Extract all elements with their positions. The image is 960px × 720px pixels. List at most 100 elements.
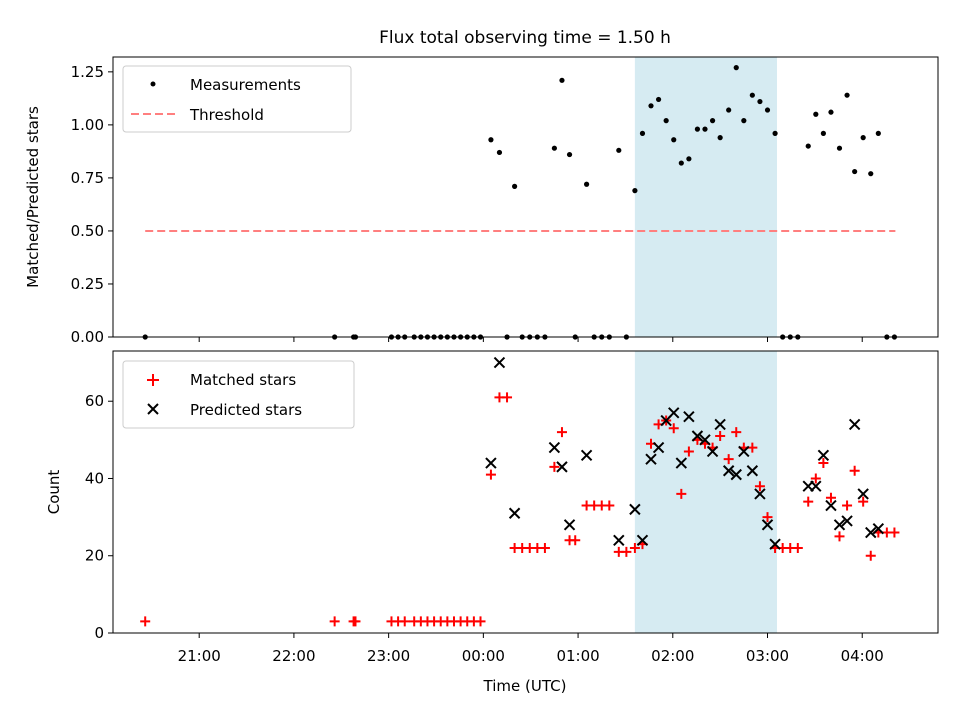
measurement-point [844,92,850,98]
measurement-point [702,126,708,132]
matched-star-point [858,496,869,507]
top-highlight-span [634,57,777,337]
predicted-star-point [865,526,877,539]
bottom-x-tick-label: 00:00 [462,647,505,665]
measurement-point [648,103,654,109]
predicted-star-point [833,519,846,531]
bottom-x-tick-label: 22:00 [272,647,315,665]
matched-star-point [399,616,410,627]
measurement-point [860,135,866,141]
top-y-tick-label: 0.75 [71,169,104,187]
matched-star-point [539,543,550,554]
legend-matched-marker [147,374,159,386]
top-legend: Measurements Threshold [122,65,352,133]
matched-star-point [676,488,687,499]
bottom-y-tick-label: 0 [94,624,104,642]
predicted-star-point [683,410,695,423]
bottom-x-tick-label: 01:00 [556,647,599,665]
measurement-point [717,135,723,141]
predicted-star-point [485,457,497,469]
top-panel: 0.00 0.25 0.50 0.75 1.00 1.25 Matched/Predict… [24,56,939,346]
measurement-point [813,111,819,117]
bottom-legend-box [122,360,355,429]
measurement-point [566,151,573,158]
bottom-y-tick-label: 40 [85,469,104,487]
measurement-point [512,183,518,189]
measurement-point [616,147,622,153]
legend-predicted-label: Predicted stars [190,401,302,419]
predicted-star-point [769,538,781,550]
top-axes-frame [112,56,939,338]
predicted-star-point [493,356,506,369]
matched-star-point [549,461,560,472]
predicted-star-point [746,465,759,477]
bottom-x-tick-label: 21:00 [178,647,221,665]
predicted-star-point [580,449,593,462]
top-y-axis: 0.00 0.25 0.50 0.75 1.00 1.25 [71,63,113,346]
bottom-y-tick-label: 60 [85,392,104,410]
predicted-star-point [706,445,719,458]
top-legend-box [122,65,352,133]
predicted-star-point [810,480,822,492]
measurement-point [757,98,763,105]
matched-star-point [723,454,734,465]
matched-star-point [629,543,640,554]
matched-star-point [834,531,845,542]
measurement-point [764,107,771,113]
matched-star-point [329,616,340,627]
measurement-point [726,107,732,113]
measurement-point [875,130,881,136]
bottom-x-axis: 21:00 22:00 23:00 00:00 01:00 02:00 03:00 04:00 [178,633,884,665]
predicted-star-point [548,441,561,454]
measurement-point [820,130,826,136]
top-y-label: Matched/Predicted stars [24,106,42,288]
measurement-point [741,118,747,124]
predicted-star-point [714,418,726,431]
bottom-highlight-span [634,351,777,633]
legend-measurements-marker [150,81,156,87]
predicted-star-point [848,418,861,431]
predicted-star-point [699,434,711,446]
measurement-point [655,96,662,103]
matched-star-point [810,473,821,484]
measurement-point [694,126,701,132]
matched-star-point [140,616,151,627]
matched-star-point [556,427,567,438]
matched-star-point [889,527,900,538]
matched-star-point [350,616,361,627]
measurement-points [142,65,898,340]
predicted-star-point [738,445,750,458]
predicted-star-point [645,453,657,465]
measurement-point [488,137,494,143]
bottom-y-axis: 0 20 40 60 [85,392,113,642]
measurement-point [836,145,843,151]
matched-star-point [865,550,876,561]
bottom-y-label: Count [45,470,63,515]
predicted-star-point [563,519,576,531]
measurement-point [852,168,858,175]
top-y-tick-label: 1.25 [71,63,104,81]
matched-star-point [570,535,581,546]
measurement-point [868,171,874,177]
bottom-legend: Matched stars Predicted stars [122,360,355,429]
top-y-tick-label: 0.25 [71,275,104,293]
predicted-star-point [613,534,625,546]
measurement-point [749,92,755,98]
bottom-x-tick-label: 02:00 [651,647,694,665]
matched-star-point [668,423,679,434]
bottom-y-tick-label: 20 [85,547,104,565]
predicted-star-point [629,503,641,516]
predicted-star-point [675,457,688,469]
measurement-point [583,181,590,187]
measurement-point [772,130,778,136]
predicted-star-point [556,461,568,473]
top-y-tick-label: 0.00 [71,328,104,346]
measurement-point [496,149,503,156]
bottom-x-tick-label: 03:00 [746,647,789,665]
matched-star-point [792,543,803,554]
predicted-star-point [691,430,704,442]
legend-predicted-marker [147,403,159,415]
matched-star-point [842,500,853,511]
measurement-point [632,188,638,194]
